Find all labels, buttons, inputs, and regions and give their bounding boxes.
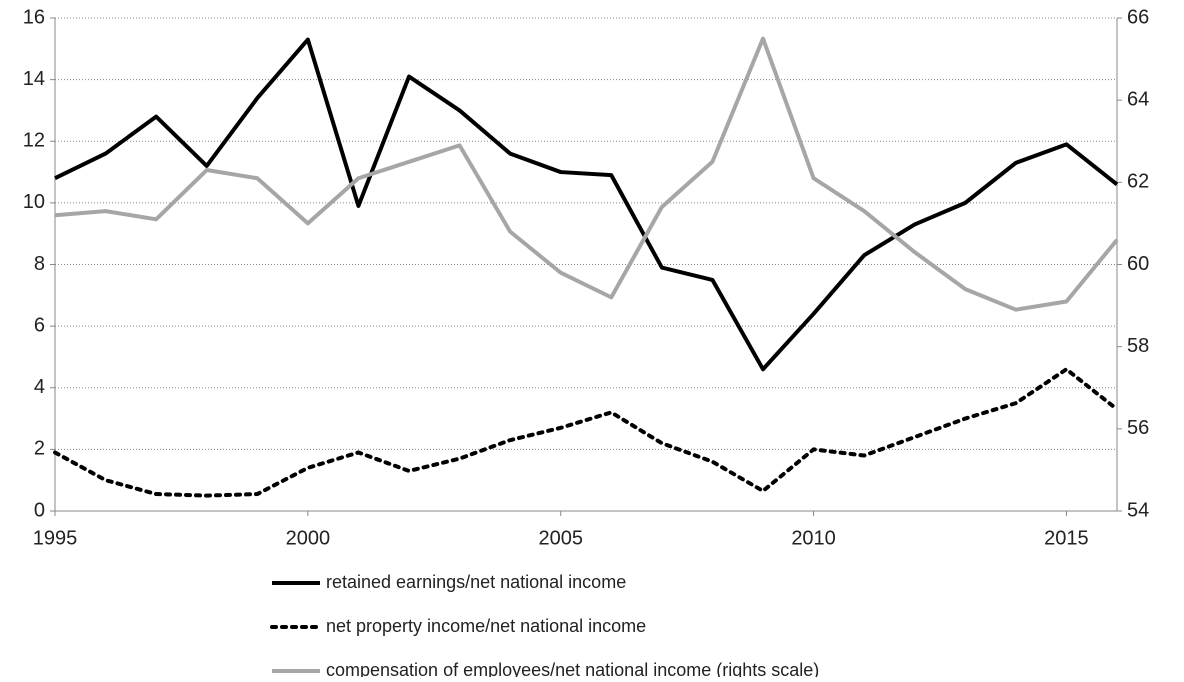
x-tick-label: 2000 xyxy=(286,527,331,549)
series-line xyxy=(54,37,1119,372)
x-tick-label: 2010 xyxy=(791,527,836,549)
y-tick-label: 2 xyxy=(34,438,45,460)
y-tick-label: 14 xyxy=(23,68,45,90)
series-line xyxy=(54,36,1119,312)
y-tick-label: 10 xyxy=(23,191,45,213)
y2-tick-label: 58 xyxy=(1127,335,1149,357)
x-tick-label: 2015 xyxy=(1044,527,1089,549)
legend-label: compensation of employees/net national i… xyxy=(326,660,819,677)
series-line xyxy=(53,367,1119,498)
y2-tick-label: 56 xyxy=(1127,417,1149,439)
legend-label: retained earnings/net national income xyxy=(326,572,626,592)
y2-tick-label: 54 xyxy=(1127,499,1149,521)
y-tick-label: 16 xyxy=(23,6,45,28)
legend-label: net property income/net national income xyxy=(326,616,646,636)
y-tick-label: 0 xyxy=(34,499,45,521)
x-tick-label: 2005 xyxy=(538,527,583,549)
y2-tick-label: 62 xyxy=(1127,171,1149,193)
y-tick-label: 6 xyxy=(34,314,45,336)
y-tick-label: 8 xyxy=(34,253,45,275)
y-tick-label: 4 xyxy=(34,376,45,398)
x-tick-label: 1995 xyxy=(33,527,78,549)
y2-tick-label: 64 xyxy=(1127,88,1149,110)
y-tick-label: 12 xyxy=(23,130,45,152)
y2-tick-label: 60 xyxy=(1127,253,1149,275)
y2-tick-label: 66 xyxy=(1127,6,1149,28)
